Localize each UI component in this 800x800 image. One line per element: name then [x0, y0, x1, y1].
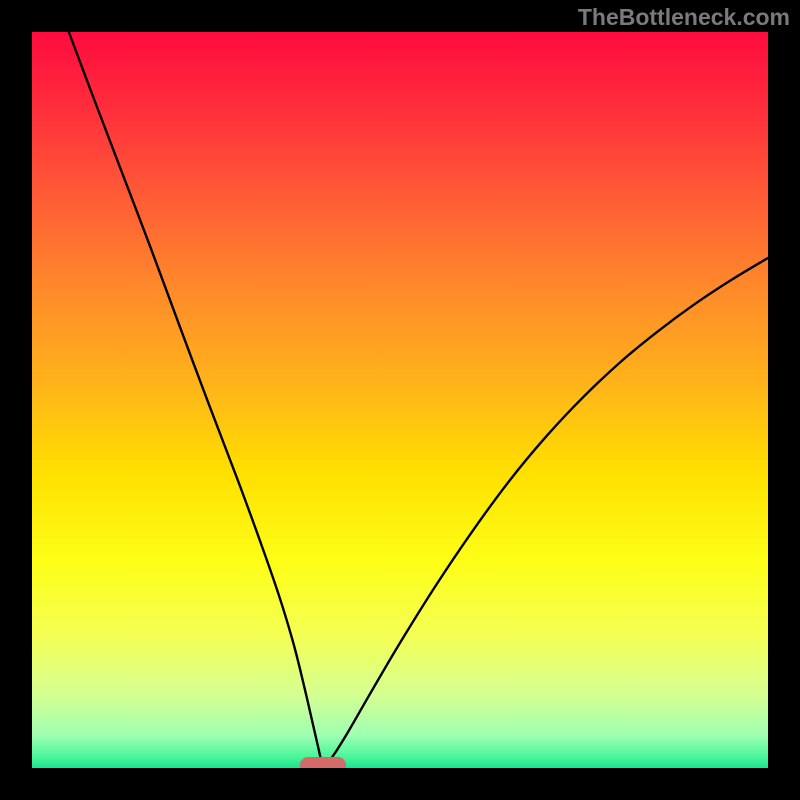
bottleneck-curve — [32, 32, 768, 768]
watermark-text: TheBottleneck.com — [578, 4, 790, 31]
chart-plot-area — [32, 32, 768, 768]
optimal-marker — [300, 757, 346, 768]
